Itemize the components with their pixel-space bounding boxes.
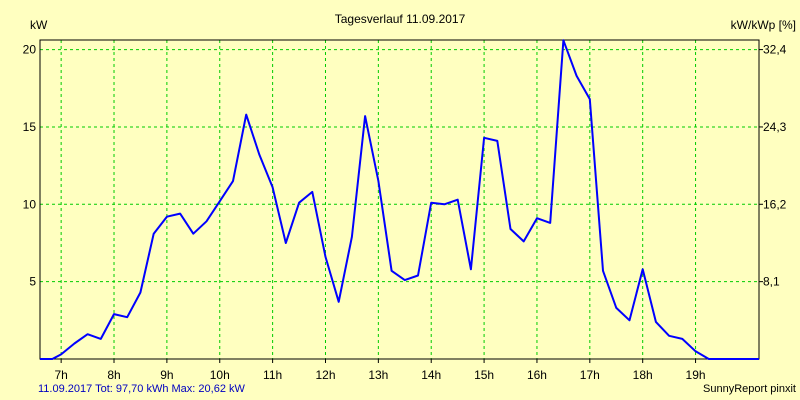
y-axis-label-left: kW [30,18,48,32]
x-tick-label: 14h [421,368,441,382]
tick-labels: 5 10 15 20 8,1 16,2 24,3 32,4 7h 8h 9h 10h 11h 12h 13h… [23,43,787,382]
plot-frame [39,39,760,360]
x-tick-label: 15h [474,368,494,382]
footer-summary: 11.09.2017 Tot: 97,70 kWh Max: 20,62 kW [38,383,245,395]
chart-title: Tagesverlauf 11.09.2017 [335,12,466,26]
series-line [40,39,759,360]
y-axis-label-right: kW/kWp [%] [731,18,796,32]
grid [40,40,759,359]
y-tick-label-left: 15 [23,120,37,134]
y-tick-label-left: 10 [23,197,37,211]
y-tick-label-right: 24,3 [763,120,787,134]
x-tick-label: 18h [633,368,653,382]
y-tick-label-right: 16,2 [763,197,787,211]
x-tick-label: 12h [315,368,335,382]
footer-credit: SunnyReport pinxit [703,383,796,395]
x-tick-label: 10h [210,368,230,382]
y-tick-label-left: 5 [29,275,36,289]
x-tick-label: 16h [527,368,547,382]
x-tick-label: 17h [580,368,600,382]
x-tick-label: 19h [686,368,706,382]
y-tick-label-left: 20 [23,43,37,57]
x-tick-label: 9h [160,368,173,382]
x-tick-label: 8h [107,368,120,382]
x-tick-label: 7h [54,368,67,382]
x-tick-label: 11h [263,368,282,382]
x-tick-label: 13h [368,368,388,382]
y-tick-label-right: 32,4 [763,43,787,57]
y-tick-label-right: 8,1 [763,275,780,289]
